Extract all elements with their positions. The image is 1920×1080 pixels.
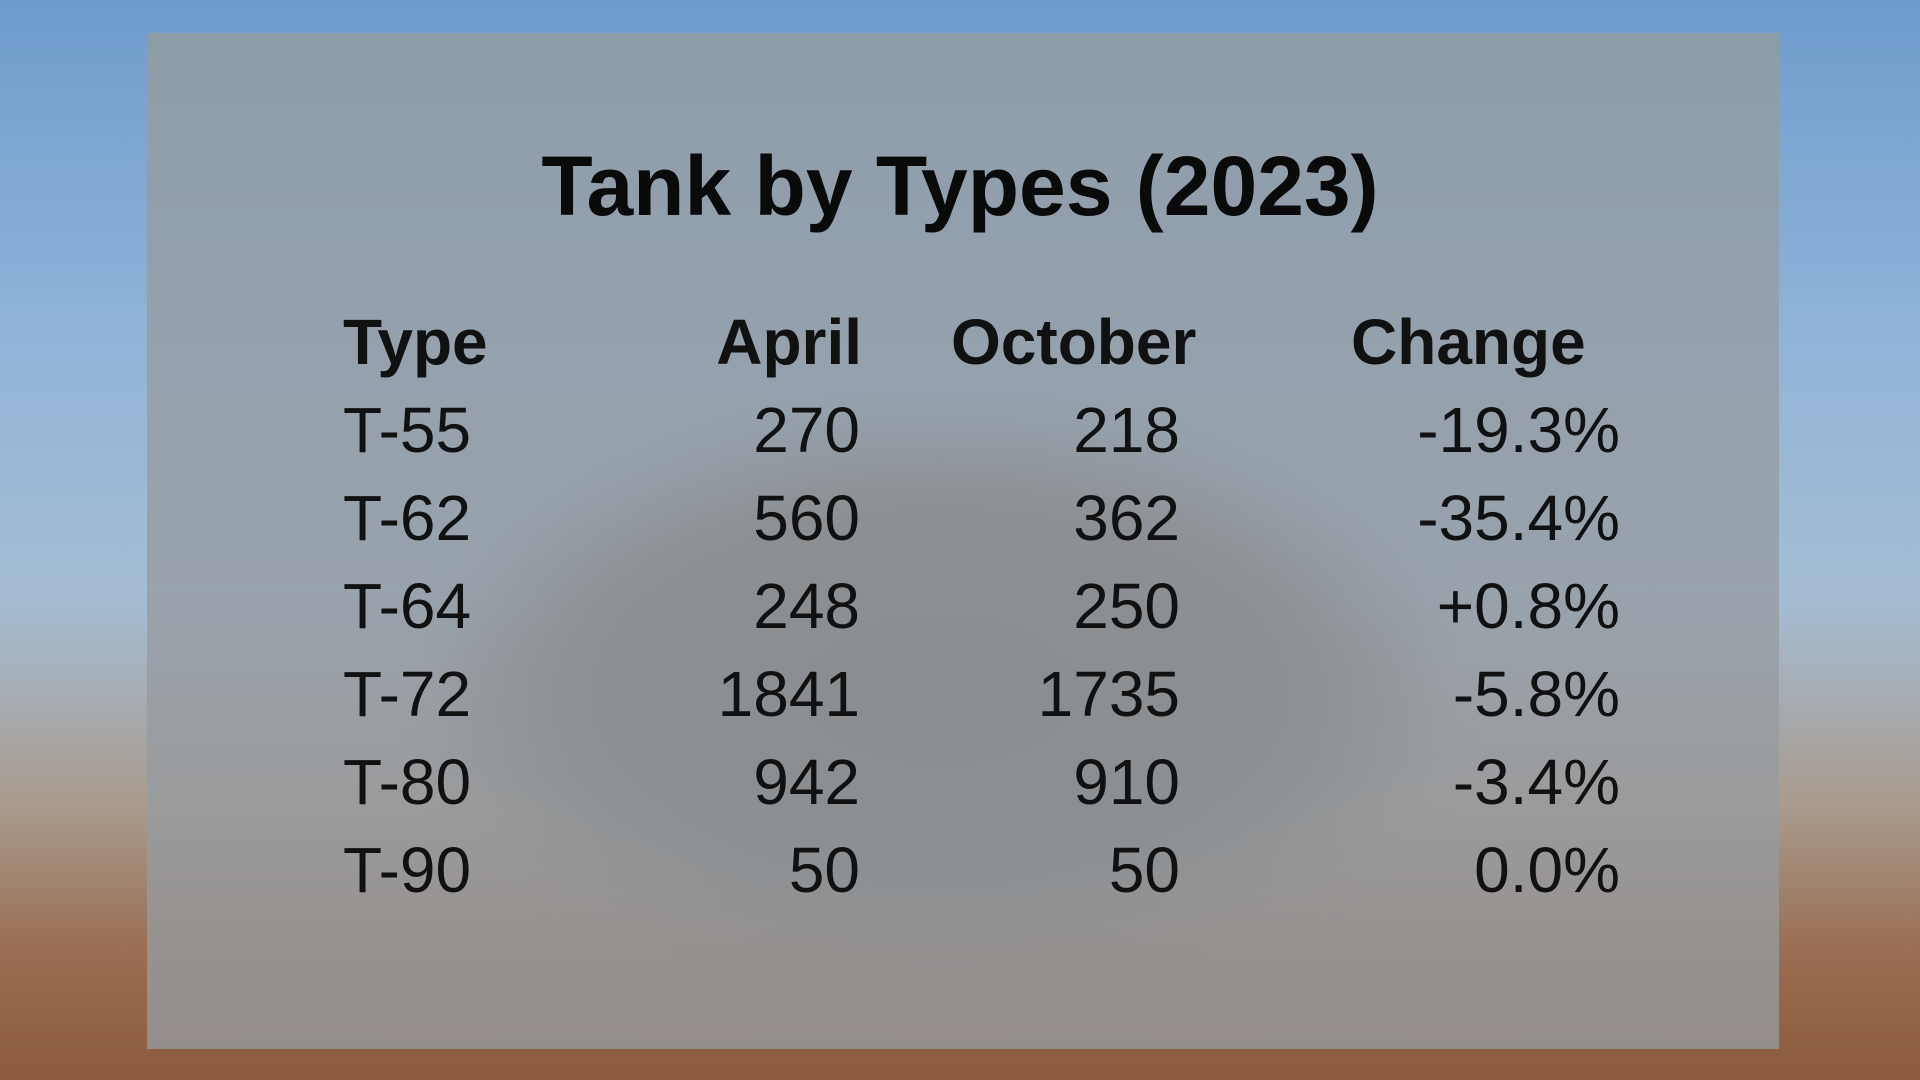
table-cell-type: T-55 [343,394,472,466]
column-header-april: April [716,306,862,378]
table-cell-october: 362 [1073,482,1180,554]
table-cell-change: -3.4% [1452,746,1620,818]
column-header-change: Change [1351,306,1586,378]
table-cell-change: -35.4% [1417,482,1620,554]
table-cell-change: +0.8% [1436,570,1620,642]
table-cell-change: 0.0% [1474,834,1620,906]
table-cell-type: T-62 [343,482,472,554]
table-cell-april: 50 [788,834,860,906]
table-cell-october: 218 [1073,394,1180,466]
table-cell-april: 248 [753,570,860,642]
table-cell-change: -5.8% [1452,658,1620,730]
table-cell-type: T-90 [343,834,472,906]
column-header-october: October [951,306,1197,378]
table-cell-october: 250 [1073,570,1180,642]
table-cell-october: 910 [1073,746,1180,818]
table-title: Tank by Types (2023) [541,139,1379,233]
table-cell-type: T-80 [343,746,472,818]
table-cell-type: T-64 [343,570,472,642]
column-header-type: Type [343,306,488,378]
table-cell-april: 560 [753,482,860,554]
table-cell-april: 1841 [717,658,860,730]
table-cell-type: T-72 [343,658,472,730]
table-cell-october: 50 [1108,834,1180,906]
table-cell-april: 942 [753,746,860,818]
table-cell-april: 270 [753,394,860,466]
table-panel [147,33,1779,1049]
table-cell-october: 1735 [1037,658,1180,730]
table-cell-change: -19.3% [1417,394,1620,466]
